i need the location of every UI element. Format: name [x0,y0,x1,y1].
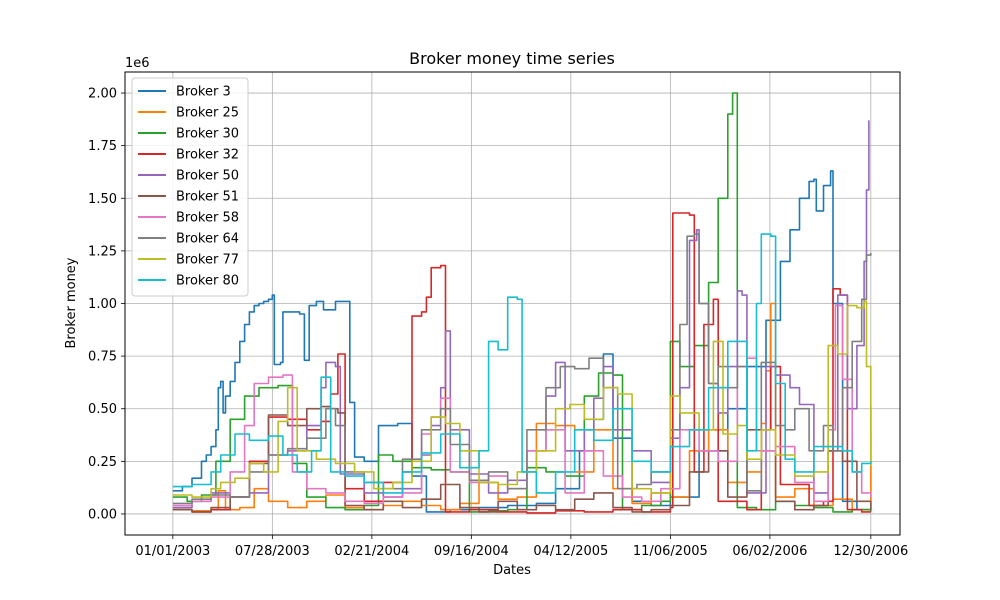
y-tick-label: 0.25 [88,455,117,470]
legend-label: Broker 25 [176,106,239,121]
y-tick-label: 0.50 [88,402,117,417]
chart-title: Broker money time series [409,49,615,68]
series-line-1 [172,170,872,513]
legend-label: Broker 3 [176,85,231,100]
x-tick-label: 06/02/2006 [732,544,807,559]
x-axis-title: Dates [493,563,531,578]
x-tick-label: 11/06/2005 [633,544,708,559]
y-tick-label: 1.50 [88,192,117,207]
legend-label: Broker 58 [176,211,239,226]
x-tick-label: 07/28/2003 [235,544,310,559]
series-line-2 [172,302,872,512]
x-axis: 01/01/2003 07/28/2003 02/21/2004 09/16/2004… [135,535,908,559]
y-tick-label: 1.00 [88,297,117,312]
y-tick-label: 0.75 [88,350,117,365]
legend: Broker 3 Broker 25 Broker 30 Broker 32 Broke… [131,77,249,297]
legend-label: Broker 50 [176,169,239,184]
legend-label: Broker 77 [176,253,239,268]
x-tick-label: 04/12/2005 [533,544,608,559]
y-tick-label: 0.00 [88,507,117,522]
x-tick-label: 12/30/2006 [833,544,908,559]
legend-label: Broker 32 [176,148,239,163]
legend-label: Broker 51 [176,190,239,205]
y-axis: 0.00 0.25 0.50 0.75 1.00 1.25 1.50 1.75 2.00 [88,87,125,522]
legend-label: Broker 64 [176,232,239,247]
y-tick-label: 2.00 [88,87,117,102]
y-tick-label: 1.75 [88,139,117,154]
series-lines [172,92,872,514]
x-tick-label: 01/01/2003 [135,544,210,559]
y-tick-label: 1.25 [88,244,117,259]
legend-label: Broker 30 [176,127,239,142]
series-line-10 [172,233,872,494]
y-axis-title: Broker money [64,257,79,348]
y-scale-label: 1e6 [125,56,150,71]
series-line-9 [172,300,872,498]
x-tick-label: 09/16/2004 [434,544,509,559]
x-tick-label: 02/21/2004 [334,544,409,559]
series-line-3 [172,92,872,513]
legend-label: Broker 80 [176,274,239,289]
